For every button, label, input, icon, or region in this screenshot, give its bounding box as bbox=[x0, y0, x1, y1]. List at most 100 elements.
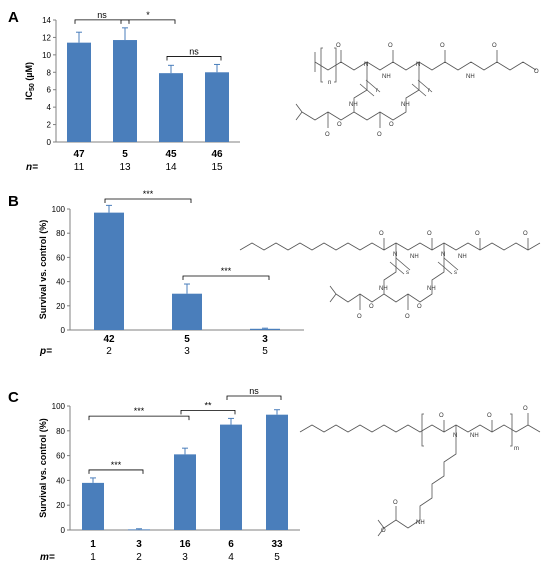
panel-label-a: A bbox=[8, 9, 19, 26]
y-tick-label: 0 bbox=[47, 138, 52, 147]
subrow-value: 2 bbox=[136, 552, 142, 563]
subrow-value: 4 bbox=[228, 552, 234, 563]
chart-c: 0 20 40 60 80 100 Survival vs. control (%) 1 1 3 2… bbox=[38, 386, 300, 563]
svg-text:NH: NH bbox=[466, 74, 475, 80]
subscript-s: s bbox=[454, 270, 457, 276]
significance-label: ns bbox=[97, 10, 107, 20]
y-tick-label: 40 bbox=[56, 278, 65, 287]
bar bbox=[250, 328, 280, 330]
svg-text:NH: NH bbox=[401, 102, 410, 108]
svg-text:O: O bbox=[389, 122, 394, 128]
subrow-label: n= bbox=[26, 162, 38, 173]
category-label: 16 bbox=[179, 539, 191, 550]
bar bbox=[220, 424, 242, 530]
svg-text:N: N bbox=[453, 433, 457, 439]
svg-text:O: O bbox=[325, 132, 330, 138]
y-tick-label: 80 bbox=[56, 229, 65, 238]
y-axis-label: Survival vs. control (%) bbox=[38, 220, 48, 320]
y-tick-label: 40 bbox=[56, 476, 65, 485]
y-tick-label: 100 bbox=[52, 402, 66, 411]
subscript-r: r bbox=[376, 88, 378, 94]
significance-bracket bbox=[226, 395, 282, 400]
svg-text:O: O bbox=[417, 304, 422, 310]
y-tick-label: 4 bbox=[47, 103, 52, 112]
y-tick-label: 14 bbox=[42, 16, 51, 25]
y-axis-label: Survival vs. control (%) bbox=[38, 418, 48, 518]
subrow-value: 5 bbox=[274, 552, 280, 563]
subrow-label: p= bbox=[39, 346, 52, 357]
y-tick-label: 10 bbox=[42, 51, 51, 60]
svg-text:N: N bbox=[393, 252, 397, 258]
significance-label: *** bbox=[221, 266, 232, 276]
subrow-value: 11 bbox=[74, 162, 85, 173]
significance-bracket bbox=[120, 19, 176, 24]
svg-text:O: O bbox=[492, 43, 497, 49]
significance-bracket bbox=[182, 275, 270, 281]
y-tick-label: 20 bbox=[56, 302, 65, 311]
svg-text:NH: NH bbox=[410, 254, 419, 260]
svg-text:O: O bbox=[381, 528, 386, 534]
y-tick-label: 6 bbox=[47, 86, 52, 95]
bar bbox=[128, 529, 150, 531]
bar bbox=[266, 414, 288, 530]
chemical-structure-a-labels: N N O O O O NH NH O NH NH O O O O n r r bbox=[325, 43, 539, 138]
svg-text:O: O bbox=[379, 231, 384, 237]
y-tick-label: 2 bbox=[47, 121, 52, 130]
svg-text:O: O bbox=[523, 231, 528, 237]
subscript-r: r bbox=[428, 88, 430, 94]
significance-bracket bbox=[104, 198, 192, 203]
significance-label: *** bbox=[111, 460, 122, 470]
y-tick-label: 0 bbox=[61, 326, 66, 335]
bar bbox=[67, 42, 91, 142]
subrow-value: 14 bbox=[165, 162, 177, 173]
significance-label: ns bbox=[249, 386, 259, 396]
svg-text:N: N bbox=[441, 252, 445, 258]
svg-text:NH: NH bbox=[470, 433, 479, 439]
significance-label: *** bbox=[134, 406, 145, 416]
significance-bracket bbox=[180, 410, 236, 415]
significance-bracket bbox=[88, 469, 144, 474]
svg-text:O: O bbox=[427, 231, 432, 237]
chemical-structure-a bbox=[295, 47, 537, 128]
category-label: 45 bbox=[165, 149, 177, 160]
bar bbox=[172, 293, 202, 330]
svg-text:O: O bbox=[388, 43, 393, 49]
chemical-structure-c bbox=[299, 413, 541, 537]
svg-text:O: O bbox=[439, 413, 444, 419]
y-tick-label: 100 bbox=[52, 205, 66, 214]
subrow-label: m= bbox=[40, 552, 55, 563]
y-tick-label: 60 bbox=[56, 452, 65, 461]
svg-text:NH: NH bbox=[458, 254, 467, 260]
svg-text:NH: NH bbox=[379, 286, 388, 292]
y-axis-label: IC50 (µM) bbox=[24, 62, 36, 100]
subrow-value: 2 bbox=[106, 346, 112, 357]
svg-text:O: O bbox=[369, 304, 374, 310]
svg-text:N: N bbox=[364, 62, 368, 68]
category-label: 5 bbox=[122, 149, 128, 160]
bar bbox=[113, 40, 137, 142]
svg-text:O: O bbox=[475, 231, 480, 237]
significance-bracket bbox=[88, 415, 190, 421]
svg-text:NH: NH bbox=[349, 102, 358, 108]
svg-text:O: O bbox=[440, 43, 445, 49]
svg-text:O: O bbox=[336, 43, 341, 49]
y-tick-label: 20 bbox=[56, 501, 65, 510]
category-label: 46 bbox=[211, 149, 223, 160]
svg-text:N: N bbox=[416, 62, 420, 68]
bar bbox=[205, 72, 229, 142]
bar bbox=[174, 454, 196, 530]
bar bbox=[82, 482, 104, 530]
subrow-value: 15 bbox=[211, 162, 223, 173]
svg-text:O: O bbox=[534, 69, 539, 75]
category-label: 47 bbox=[73, 149, 85, 160]
category-label: 6 bbox=[228, 539, 234, 550]
chemical-structure-c-labels: N O O O NH NH O O m bbox=[381, 406, 528, 534]
category-label: 3 bbox=[262, 334, 268, 345]
category-label: 33 bbox=[271, 539, 283, 550]
bar bbox=[159, 73, 183, 142]
significance-label: ns bbox=[189, 46, 199, 56]
svg-text:NH: NH bbox=[416, 520, 425, 526]
subscript-m: m bbox=[514, 446, 519, 452]
category-label: 3 bbox=[136, 539, 142, 550]
svg-text:O: O bbox=[523, 406, 528, 412]
